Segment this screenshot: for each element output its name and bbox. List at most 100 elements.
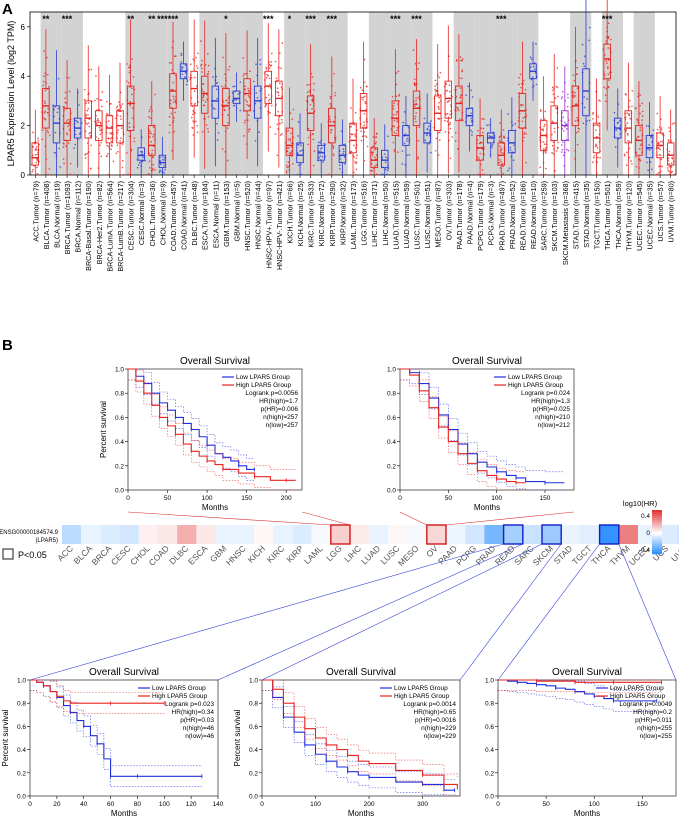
data-point [148,173,151,176]
data-point [657,141,660,144]
data-point [596,156,599,159]
data-point [519,73,522,76]
data-point [287,161,290,163]
km-stat-text: Logrank p=0.023 [165,701,214,708]
km-x-axis-title: Months [348,809,374,818]
data-point [118,101,120,104]
km-y-tick-label: 0.0 [249,794,258,801]
data-point [87,102,90,104]
data-point [607,37,610,40]
data-point [330,131,332,134]
data-point [85,115,87,117]
x-tick-label: TGCT.Tumor (n=150) [593,181,602,249]
data-point [415,112,418,114]
x-tick-label: BRCA-LumA.Tumor (n=564) [105,181,114,272]
km-x-tick-label: 200 [364,801,375,808]
data-point [94,99,96,102]
x-tick-label: BRCA-Basal.Tumor (n=190) [84,181,93,271]
data-point [522,117,524,119]
data-point [566,148,568,151]
data-point [498,136,501,139]
connector-line [497,543,600,681]
data-point [89,135,92,137]
data-point [397,95,400,97]
data-point [64,91,67,94]
x-tick-label: PAAD.Normal (n=4) [465,181,474,244]
km-stat-text: Logrank p=0.0056 [245,390,298,397]
data-point [97,118,99,120]
significance-legend-box [2,548,14,560]
data-point [607,36,610,38]
data-point [90,68,93,71]
data-point [196,65,198,67]
data-point [551,86,554,89]
data-point [438,118,441,120]
legend-gradient-step [652,552,662,555]
data-point [101,105,103,108]
data-point [582,122,585,125]
heatmap-col-label: KIRP [284,543,305,564]
x-tick-label: STAD.Normal (n=35) [582,181,591,248]
heatmap-significant-frame [502,524,524,545]
y-tick-label: 6 [21,23,26,32]
data-point [227,101,229,104]
data-point [424,139,427,142]
data-point [460,94,462,97]
data-point [110,148,112,151]
data-point [595,135,598,138]
data-point [152,133,155,136]
data-point [628,113,630,116]
data-point [396,111,398,113]
x-tick-label: BRCA-Her2.Tumor (n=82) [95,181,104,264]
data-point [290,142,293,144]
data-point [370,169,372,172]
data-point [589,26,591,29]
data-point [364,95,366,98]
data-point [511,124,514,127]
data-point [48,134,51,137]
data-point [307,136,310,139]
data-point [364,101,367,103]
data-point [477,173,480,176]
data-point [328,115,331,118]
data-point [599,100,601,102]
data-point [63,143,65,145]
data-point [414,84,416,87]
data-point [523,116,526,118]
data-point [128,71,131,74]
data-point [483,173,485,176]
data-point [226,114,229,116]
data-point [152,163,155,166]
km-frame [29,679,219,797]
data-point [658,165,660,168]
data-point [46,111,49,114]
data-point [193,103,196,106]
data-point [592,117,594,120]
data-point [186,80,189,83]
x-tick-label: LUSC.Normal (n=51) [423,181,432,248]
x-tick-label: DLBC.Tumor (n=48) [190,181,199,246]
data-point [185,83,188,86]
data-point [438,131,441,134]
data-point [109,102,112,105]
data-point [191,113,194,116]
x-tick-label: BRCA-LumB.Tumor (n=217) [116,181,125,272]
data-point [59,166,61,168]
data-point [500,151,502,154]
data-point [448,90,451,93]
data-point [297,121,300,123]
heatmap-cell [100,525,120,544]
data-point [322,161,324,163]
data-point [615,129,618,131]
data-point [522,79,525,82]
data-point [542,147,545,150]
data-point [359,86,362,89]
data-point [460,59,462,62]
box [666,142,675,166]
data-point [371,154,374,156]
data-point [418,126,421,129]
km-y-tick-label: 0.0 [115,488,124,495]
data-point [471,131,473,133]
data-point [508,167,511,170]
data-point [658,154,661,156]
